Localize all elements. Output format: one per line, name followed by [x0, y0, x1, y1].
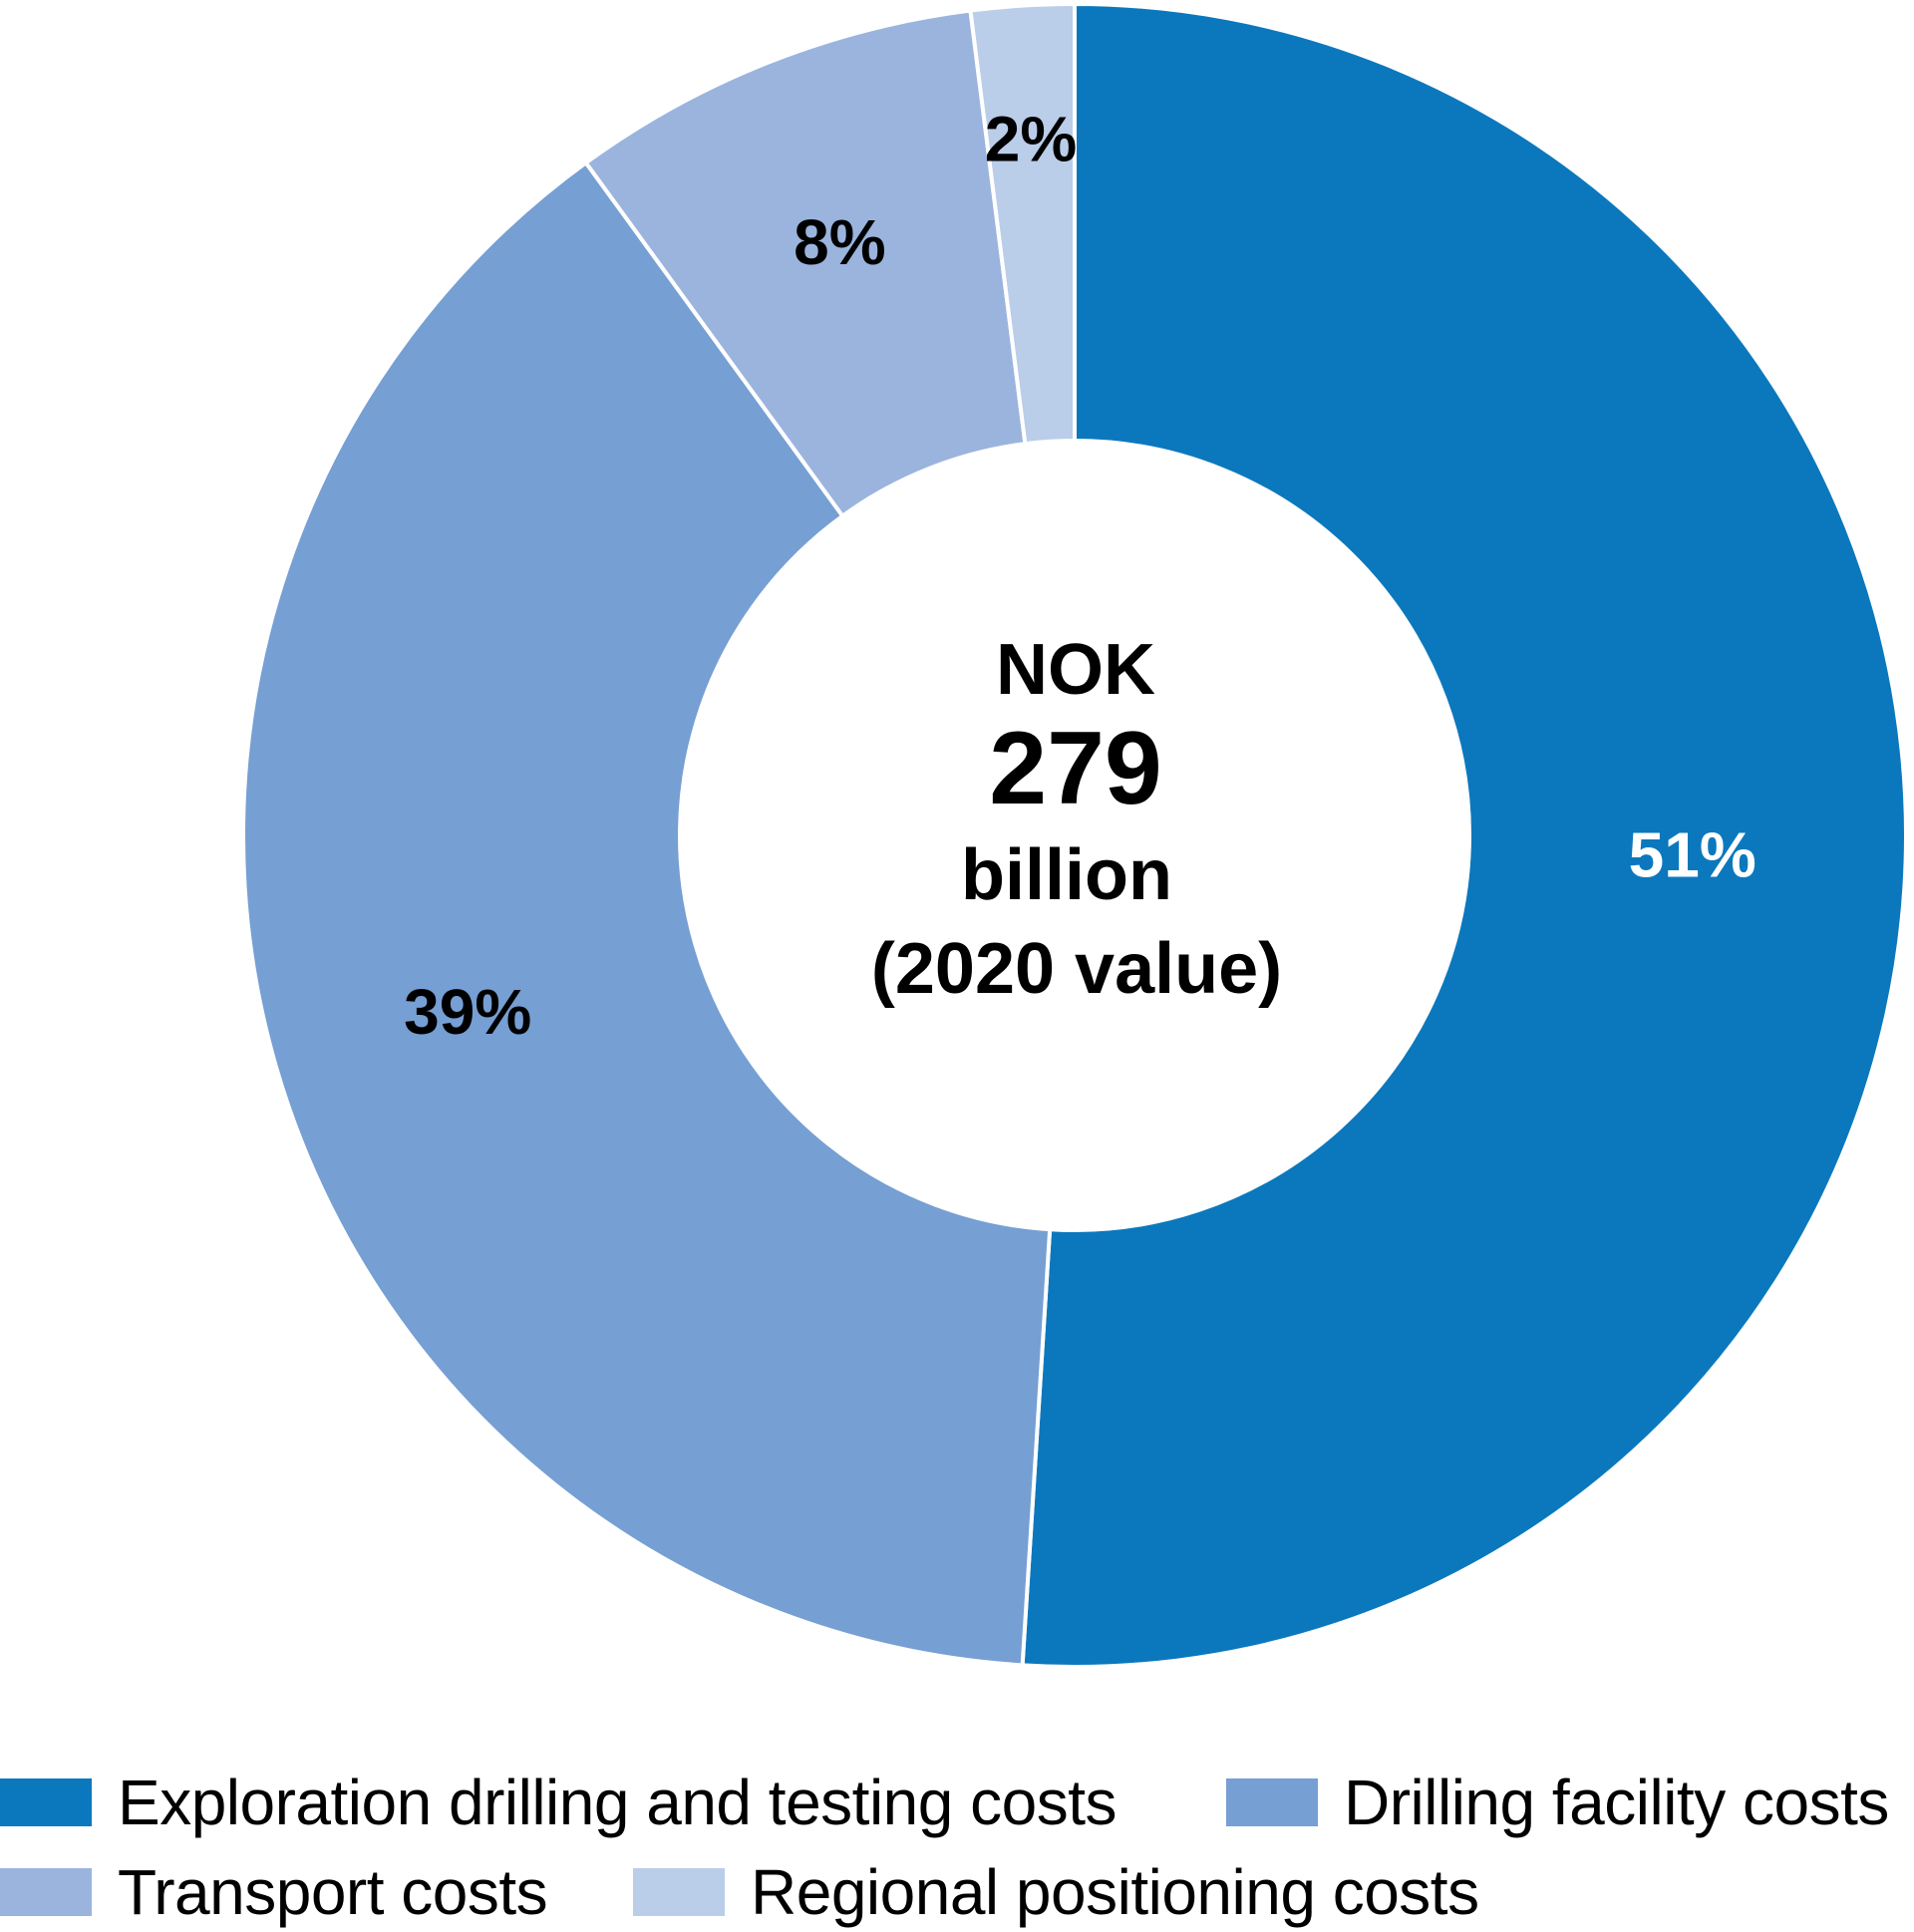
- legend-label: Regional positioning costs: [751, 1856, 1479, 1928]
- donut-slices: [241, 1, 1909, 1669]
- donut-slice: [1020, 1, 1909, 1669]
- legend-item-transport: Transport costs: [0, 1852, 548, 1932]
- slice-value-label: 39%: [404, 976, 531, 1048]
- chart-legend: Exploration drilling and testing costs D…: [0, 1755, 1914, 1928]
- donut-chart: 51% 39% 8% 2% NOK 279 billion (2020 value): [241, 1, 1909, 1669]
- donut-slice: [241, 160, 1053, 1668]
- legend-label: Exploration drilling and testing costs: [118, 1767, 1117, 1838]
- slice-value-label: 2%: [985, 103, 1078, 174]
- legend-swatch: [0, 1868, 92, 1916]
- center-label-unit: billion: [961, 835, 1172, 915]
- donut-center-label: NOK 279 billion (2020 value): [871, 630, 1282, 1009]
- donut-slice: [582, 8, 1028, 519]
- legend-swatch: [0, 1778, 92, 1826]
- center-label-currency: NOK: [996, 630, 1155, 710]
- slice-value-label: 51%: [1629, 818, 1756, 890]
- legend-item-regional-positioning: Regional positioning costs: [633, 1852, 1479, 1932]
- legend-item-exploration-drilling: Exploration drilling and testing costs: [0, 1763, 1117, 1842]
- legend-swatch: [633, 1868, 725, 1916]
- legend-swatch: [1226, 1778, 1318, 1826]
- legend-item-drilling-facility: Drilling facility costs: [1226, 1763, 1889, 1842]
- center-label-amount: 279: [989, 711, 1162, 826]
- slice-labels: 51% 39% 8% 2%: [404, 103, 1756, 1047]
- donut-slice: [968, 1, 1077, 447]
- center-label-note: (2020 value): [871, 929, 1282, 1009]
- legend-label: Drilling facility costs: [1344, 1767, 1889, 1838]
- slice-value-label: 8%: [794, 206, 886, 278]
- legend-label: Transport costs: [118, 1856, 548, 1928]
